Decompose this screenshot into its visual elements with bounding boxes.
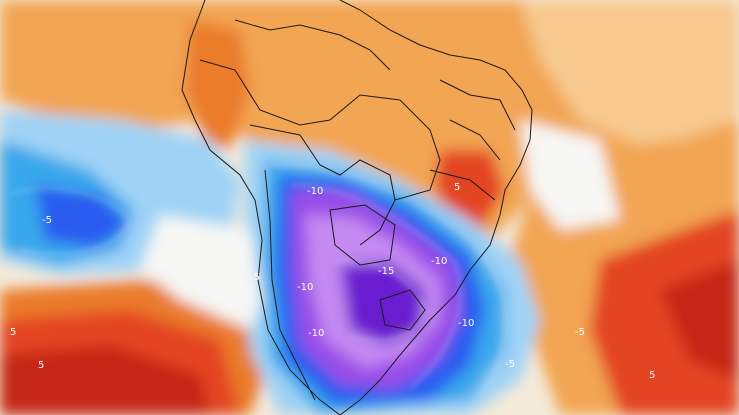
- warm-region-southeast-core: [660, 260, 739, 380]
- border-bolivia: [249, 124, 396, 201]
- contour-label: 5: [649, 370, 655, 381]
- contour-label: 5: [454, 182, 460, 193]
- border-uruguay: [379, 289, 426, 331]
- contour-label: -10: [308, 328, 324, 339]
- contour-line-minus10: [289, 184, 461, 389]
- neutral-band-atlantic: [520, 120, 620, 230]
- border-peru-brazil: [199, 59, 331, 126]
- warm-patch-andes: [185, 20, 250, 150]
- contour-label: -10: [307, 186, 323, 197]
- cold-region-pacific-deep: [35, 185, 130, 248]
- contour-labels: -10 -5 -15 -10 -10 -10 -10 -5 5 5 5 -5 -…: [10, 182, 655, 381]
- border-argentina-chile: [264, 169, 316, 401]
- contour-label: 5: [10, 327, 16, 338]
- country-borders: [181, 0, 533, 415]
- border-colombia-venezuela: [234, 19, 391, 71]
- contour-label: -5: [42, 215, 52, 226]
- border-brazil-states: [429, 79, 516, 201]
- south-america-coastline: [181, 0, 533, 415]
- warm-region-north-light: [520, 0, 739, 150]
- contour-label: -10: [297, 282, 313, 293]
- contour-label: -5: [250, 272, 260, 283]
- contour-line-pacific: [9, 187, 131, 255]
- contour-label: -10: [458, 318, 474, 329]
- contour-label: -15: [378, 266, 394, 277]
- contour-label: -10: [431, 256, 447, 267]
- contour-label: 5: [38, 360, 44, 371]
- border-brazil-east: [329, 94, 441, 246]
- border-paraguay: [329, 204, 396, 266]
- warm-region-southwest-deep: [0, 345, 210, 415]
- contour-label: -5: [505, 359, 515, 370]
- cold-region-core: [340, 262, 425, 345]
- contour-label: -5: [575, 327, 585, 338]
- neutral-band: [140, 215, 262, 330]
